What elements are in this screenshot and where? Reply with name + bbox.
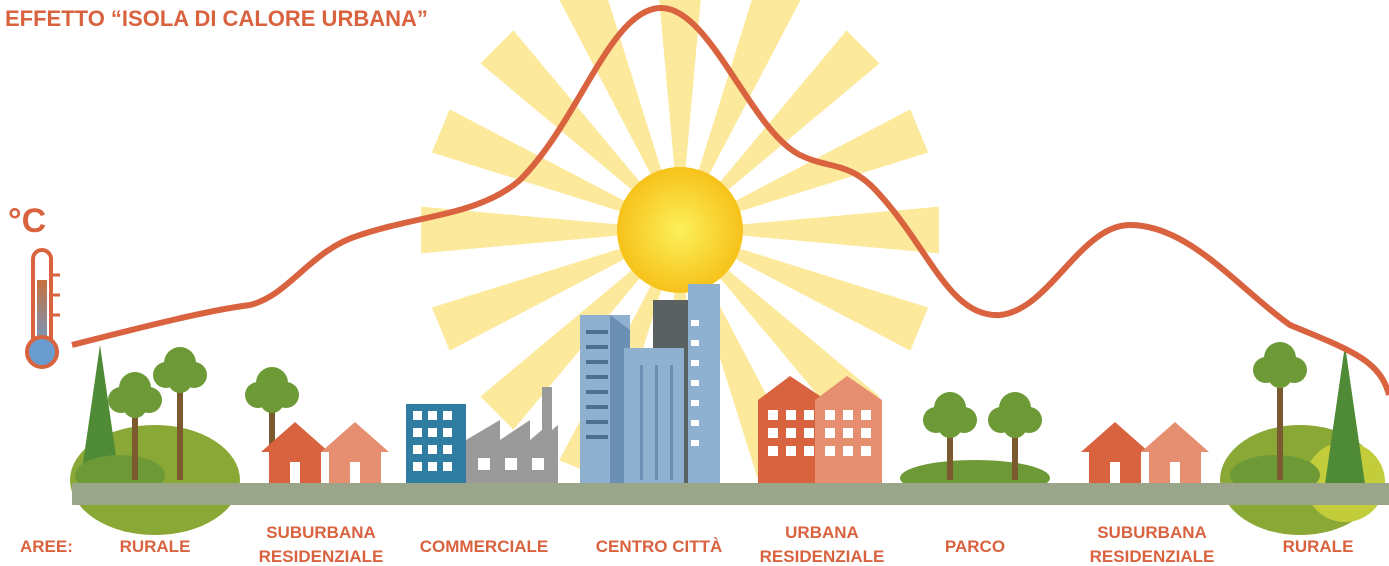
area-labels: RURALE SUBURBANA RESIDENZIALE COMMERCIALE CE… [120, 523, 1354, 566]
area-label: URBANA [785, 523, 859, 542]
houses [261, 422, 1209, 484]
tree-canopy [168, 369, 192, 393]
areas-label: AREE: [20, 537, 73, 556]
tree-canopy [1003, 414, 1027, 438]
house-door [350, 462, 360, 484]
house-door [290, 462, 300, 484]
area-label: RURALE [1283, 537, 1354, 556]
tree-canopy [938, 414, 962, 438]
title: EFFETTO “ISOLA DI CALORE URBANA” [5, 6, 428, 31]
ground [72, 483, 1389, 505]
area-label: RESIDENZIALE [259, 547, 384, 566]
area-label: RURALE [120, 537, 191, 556]
infographic: EFFETTO “ISOLA DI CALORE URBANA” °C [0, 0, 1389, 566]
thermometer [27, 250, 60, 367]
area-label: CENTRO CITTÀ [596, 537, 723, 556]
tree-canopy [260, 389, 284, 413]
house-door [1170, 462, 1180, 484]
sun [617, 167, 743, 293]
area-label: PARCO [945, 537, 1005, 556]
tree-canopy [1268, 364, 1292, 388]
unit-label: °C [8, 202, 46, 240]
area-label: RESIDENZIALE [1090, 547, 1215, 566]
area-label: SUBURBANA [266, 523, 376, 542]
area-label: RESIDENZIALE [760, 547, 885, 566]
area-label: COMMERCIALE [420, 537, 548, 556]
house-door [1110, 462, 1120, 484]
area-label: SUBURBANA [1097, 523, 1207, 542]
tree-canopy [123, 394, 147, 418]
